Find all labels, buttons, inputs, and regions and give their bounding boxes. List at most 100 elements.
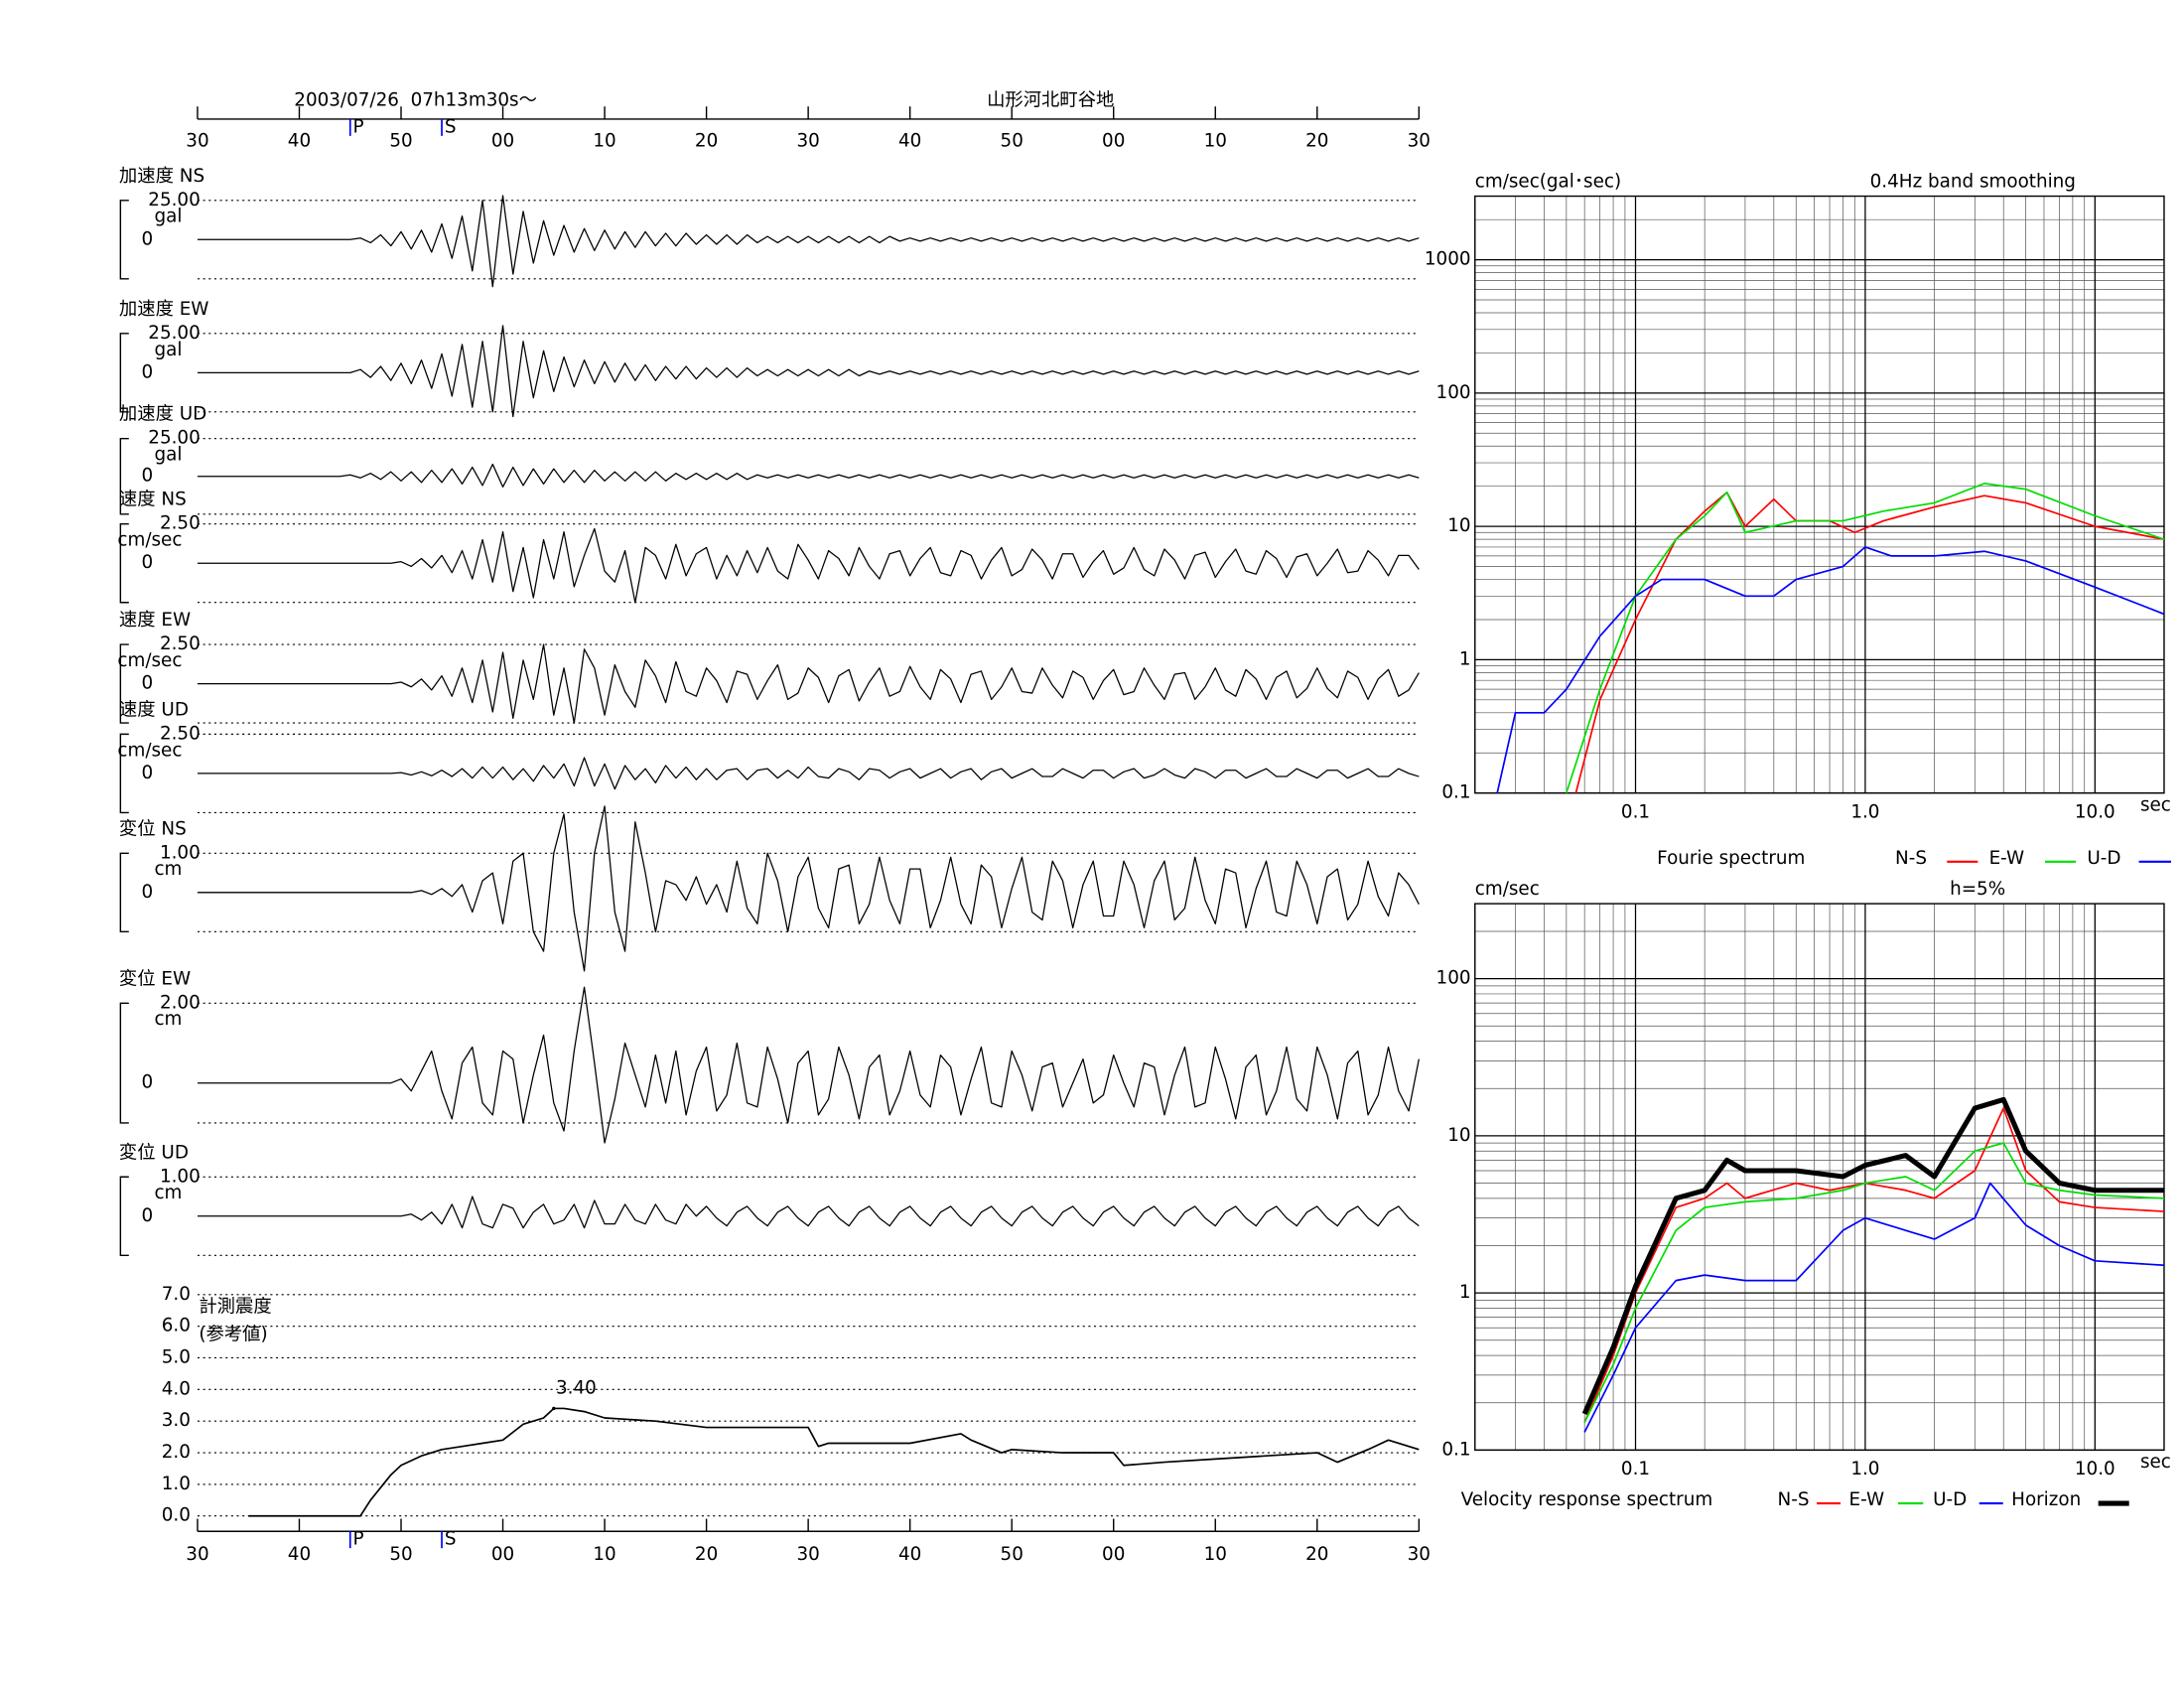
y-tick-label: 2.50 [160,723,201,744]
y-tick-label: 0 [142,361,154,382]
spectrum-line [1566,483,2165,793]
trace-label: 変位 UD [119,1142,189,1163]
y-tick-label: 0 [142,882,154,903]
x-tick-label: 30 [1408,131,1431,152]
x-tick-label: 00 [1102,131,1125,152]
x-tick-label: 40 [898,1544,921,1565]
x-tick-label: 00 [1102,1544,1125,1565]
trace-unit: cm/sec [117,650,182,671]
x-tick-label: 10 [593,131,615,152]
waveform-trace [197,463,1420,489]
station-name: 山形河北町谷地 [987,90,1114,111]
chart-note: 0.4Hz band smoothing [1870,171,2076,192]
legend-title: Velocity response spectrum [1461,1489,1713,1510]
y-tick-label: 25.00 [148,428,200,449]
x-tick-label: 20 [1305,1544,1328,1565]
panel-bracket [119,523,129,604]
x-tick-label: 30 [186,131,208,152]
spectrum-line [1496,546,2165,793]
x-tick-label: 30 [796,1544,819,1565]
x-tick-label: 50 [389,1544,412,1565]
y-axis-label: cm/sec(gal･sec) [1475,171,1621,192]
y-tick-label: 1000 [1425,249,1471,270]
y-tick-label: 0 [142,552,154,573]
trace-label: 加速度 NS [119,166,205,187]
x-tick-label: 10 [1204,131,1227,152]
trace-unit: cm/sec [117,530,182,551]
y-tick-label: 0 [142,763,154,783]
y-tick-label: 1.00 [160,842,201,863]
y-tick-label: 100 [1436,968,1471,989]
x-tick-label: 40 [288,1544,311,1565]
x-tick-label: 20 [1305,131,1328,152]
y-tick-label: 0 [142,1072,154,1093]
intensity-line [248,1407,1420,1517]
waveform-trace [197,757,1420,790]
x-tick-label: 30 [186,1544,208,1565]
annotation-point [552,1406,556,1411]
y-tick-label: 3.0 [162,1410,191,1431]
y-tick-label: 0 [142,228,154,249]
phase-marker-label: P [353,1529,364,1550]
x-tick-label: 20 [695,131,718,152]
y-tick-label: 2.50 [160,633,201,654]
x-tick-label: 10.0 [2075,1459,2116,1479]
trace-unit: cm [154,1183,182,1203]
y-tick-label: 7.0 [162,1284,191,1305]
legend-label: N-S [1895,848,1927,869]
trace-unit: gal [154,207,182,227]
panel-bracket [119,1002,129,1124]
spectrum-line [1583,1142,2165,1423]
spectrum-line [1583,1107,2165,1423]
panel-bracket [119,852,129,933]
trace-label: 加速度 UD [119,404,206,425]
y-tick-label: 0.1 [1441,1439,1470,1460]
y-tick-label: 2.00 [160,992,201,1013]
waveform-trace [197,986,1420,1144]
phase-marker-label: S [445,116,457,137]
y-tick-label: 1 [1459,1282,1471,1303]
legend-label: Horizon [2011,1489,2081,1510]
y-tick-label: 10 [1447,1125,1470,1146]
annotation-label: 3.40 [556,1378,597,1399]
waveform-trace [197,325,1420,418]
legend-label: U-D [2087,848,2120,869]
trace-unit: cm [154,859,182,880]
legend-label: N-S [1778,1489,1810,1510]
y-tick-label: 2.0 [162,1442,191,1463]
panel-bracket [119,333,129,413]
x-tick-label: 00 [491,1544,514,1565]
legend-title: Fourie spectrum [1657,848,1805,869]
y-tick-label: 2.50 [160,513,201,534]
spectrum-line [1583,1182,2165,1433]
trace-unit: cm [154,1009,182,1030]
chart-subtitle: (参考値) [199,1325,267,1345]
waveform-trace [197,527,1420,604]
trace-unit: cm/sec [117,740,182,761]
y-tick-label: 6.0 [162,1316,191,1336]
panel-bracket [119,733,129,814]
trace-unit: gal [154,445,182,466]
y-tick-label: 25.00 [148,323,200,344]
waveform-trace [197,805,1420,972]
spectrum-line [1581,1096,2164,1415]
panel-bracket [119,437,129,515]
x-tick-label: 10 [593,1544,615,1565]
phase-marker-label: P [353,116,364,137]
trace-label: 変位 NS [119,818,187,839]
trace-label: 速度 EW [119,610,191,631]
x-tick-label: 1.0 [1850,801,1879,822]
trace-label: 加速度 EW [119,299,209,320]
phase-marker-label: S [445,1529,457,1550]
y-tick-label: 10 [1447,515,1470,536]
trace-label: 変位 EW [119,968,191,989]
waveform-trace [197,643,1420,724]
x-tick-label: 40 [288,131,311,152]
chart-title: 計測震度 [199,1296,271,1317]
y-tick-label: 25.00 [148,190,200,211]
y-tick-label: 1 [1459,648,1471,669]
x-tick-label: 30 [1408,1544,1431,1565]
x-tick-label: 30 [796,131,819,152]
chart-note: h=5% [1950,879,2005,900]
